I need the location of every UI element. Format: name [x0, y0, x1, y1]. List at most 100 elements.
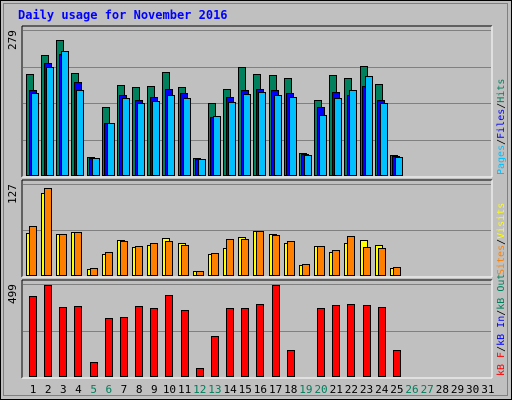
bar-kb-f-day-8	[135, 306, 143, 377]
bar-pages-day-15	[243, 94, 251, 176]
bar-kb-f-day-1	[29, 296, 37, 377]
bar-sites-day-20	[317, 246, 325, 276]
day-label-6: 6	[105, 383, 112, 396]
bar-kb-f-day-14	[226, 308, 234, 377]
bar-sites-day-14	[226, 239, 234, 276]
bar-pages-day-21	[334, 98, 342, 176]
day-label-18: 18	[284, 383, 297, 396]
day-label-30: 30	[466, 383, 479, 396]
day-label-2: 2	[45, 383, 52, 396]
legend-entry: /	[496, 346, 507, 352]
day-label-12: 12	[193, 383, 206, 396]
bar-sites-day-10	[165, 241, 173, 276]
inner-border	[3, 3, 508, 396]
chart-title: Daily usage for November 2016	[18, 8, 228, 22]
bar-pages-day-22	[349, 90, 357, 176]
legend-entry: kB In	[496, 316, 507, 346]
bar-pages-day-25	[395, 157, 403, 176]
bar-kb-f-day-12	[196, 368, 204, 377]
bar-pages-day-2	[46, 67, 54, 176]
bar-pages-day-19	[304, 155, 312, 176]
bar-sites-day-4	[74, 232, 82, 276]
bar-pages-day-1	[31, 93, 39, 176]
bar-sites-day-5	[90, 268, 98, 276]
legend-entry: /	[496, 139, 507, 145]
bar-sites-day-12	[196, 271, 204, 276]
legend-entry: Hits	[496, 79, 507, 103]
bar-kb-f-day-18	[287, 350, 295, 377]
legend-entry: /	[496, 239, 507, 245]
bar-sites-day-24	[378, 248, 386, 276]
day-label-29: 29	[451, 383, 464, 396]
legend-entry: /	[496, 310, 507, 316]
bar-pages-day-18	[289, 97, 297, 176]
panel-legend: Pages/Files/Hits	[496, 79, 507, 175]
bar-pages-day-13	[213, 116, 221, 176]
bar-sites-day-2	[44, 188, 52, 276]
day-label-23: 23	[360, 383, 373, 396]
legend-entry: Pages	[496, 145, 507, 175]
bar-kb-f-day-3	[59, 307, 67, 377]
day-label-5: 5	[90, 383, 97, 396]
bar-kb-f-day-6	[105, 318, 113, 377]
day-label-14: 14	[223, 383, 237, 396]
day-label-17: 17	[269, 383, 282, 396]
legend-entry: Visits	[496, 203, 507, 239]
day-label-24: 24	[375, 383, 389, 396]
legend-entry: Files	[496, 109, 507, 139]
chart-panels: 279Pages/Files/Hits127Sites/Visits499kB …	[6, 25, 507, 379]
day-label-13: 13	[208, 383, 221, 396]
bar-sites-day-11	[181, 245, 189, 276]
legend-entry: kB F	[496, 352, 507, 376]
legend-entry: kB Out	[496, 274, 507, 310]
day-label-4: 4	[75, 383, 82, 396]
bar-kb-f-day-9	[150, 308, 158, 377]
bar-kb-f-day-10	[165, 295, 173, 377]
day-label-19: 19	[299, 383, 312, 396]
day-label-16: 16	[254, 383, 267, 396]
bar-sites-day-25	[393, 267, 401, 276]
day-label-22: 22	[345, 383, 358, 396]
bar-pages-day-10	[167, 95, 175, 176]
day-label-27: 27	[421, 383, 434, 396]
bar-kb-f-day-7	[120, 317, 128, 377]
day-label-26: 26	[405, 383, 418, 396]
bar-pages-day-9	[152, 101, 160, 176]
bar-pages-day-4	[76, 90, 84, 176]
bar-sites-day-17	[272, 235, 280, 276]
bar-sites-day-7	[120, 241, 128, 276]
bar-sites-day-3	[59, 234, 67, 276]
day-label-21: 21	[330, 383, 343, 396]
day-label-25: 25	[390, 383, 403, 396]
bar-pages-day-12	[198, 159, 206, 176]
bar-pages-day-17	[274, 95, 282, 176]
bar-pages-day-24	[380, 103, 388, 176]
bar-pages-day-7	[122, 98, 130, 176]
panel-legend: kB F/kB In/kB Out	[496, 274, 507, 376]
bar-kb-f-day-11	[181, 310, 189, 377]
y-max-label: 279	[6, 30, 19, 50]
bar-pages-day-3	[61, 51, 69, 176]
bar-sites-day-23	[363, 247, 371, 276]
bar-sites-day-13	[211, 253, 219, 276]
legend-entry: Sites	[496, 245, 507, 275]
y-max-label: 499	[6, 284, 19, 304]
bar-sites-day-1	[29, 226, 37, 276]
bar-sites-day-19	[302, 264, 310, 276]
bar-kb-f-day-17	[272, 285, 280, 377]
day-label-11: 11	[178, 383, 191, 396]
day-label-3: 3	[60, 383, 67, 396]
bar-kb-f-day-15	[241, 308, 249, 377]
bar-kb-f-day-20	[317, 308, 325, 377]
day-axis: 1 2 3 4 5 6 7 8 9 10 11 12 13 14 15 16 17 18 19 20 21 22 23 24 2…	[30, 383, 495, 396]
day-label-7: 7	[121, 383, 128, 396]
bar-sites-day-15	[241, 239, 249, 276]
bar-sites-day-18	[287, 241, 295, 276]
day-label-10: 10	[163, 383, 176, 396]
bar-kb-f-day-5	[90, 362, 98, 377]
bar-sites-day-9	[150, 243, 158, 276]
